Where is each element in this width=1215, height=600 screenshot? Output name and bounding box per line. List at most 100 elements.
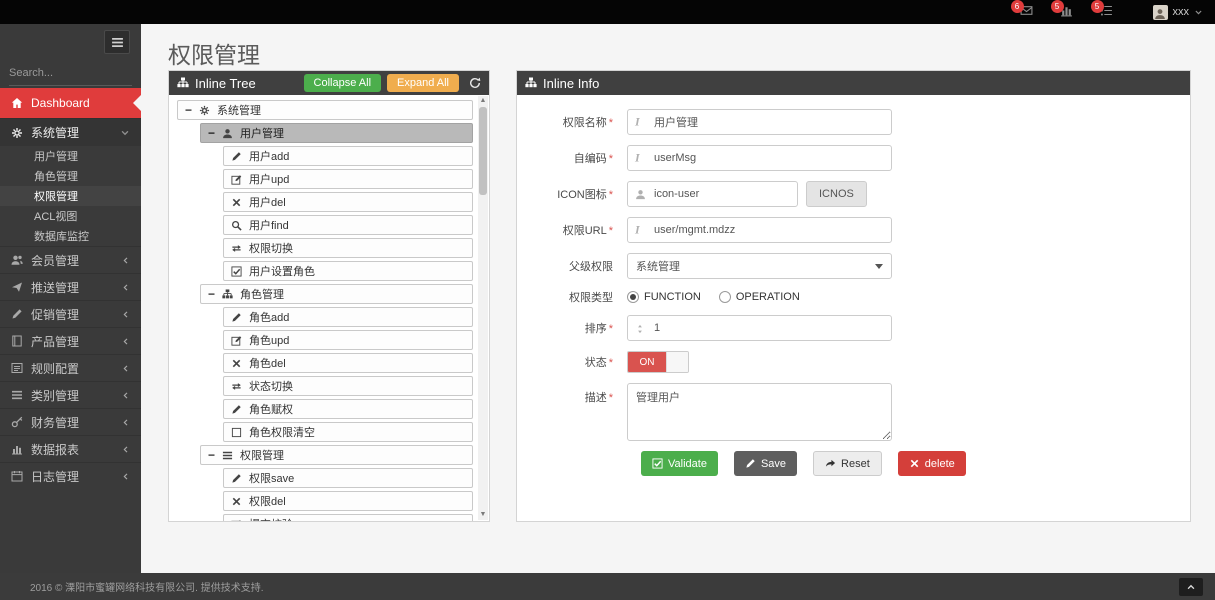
italic-icon: I — [635, 222, 640, 237]
sidebar-item[interactable]: 类别管理 — [0, 381, 141, 408]
validate-button[interactable]: Validate — [641, 451, 718, 476]
sidebar-item[interactable]: 日志管理 — [0, 462, 141, 489]
chevron-left-icon — [121, 472, 130, 481]
tree-node[interactable]: 用户upd — [223, 169, 473, 189]
sidebar-item[interactable]: 数据报表 — [0, 435, 141, 462]
tree-node[interactable]: 角色权限清空 — [223, 422, 473, 442]
parent-permission-select[interactable]: 系统管理 — [627, 253, 892, 279]
italic-icon: I — [635, 150, 640, 165]
collapse-all-button[interactable]: Collapse All — [303, 74, 382, 92]
sidebar-search — [9, 60, 151, 86]
radio-dot — [718, 291, 731, 303]
tree-panel-header: Inline Tree Collapse All Expand All — [169, 71, 489, 95]
delete-button[interactable]: delete — [897, 451, 966, 476]
sidebar-item[interactable]: 推送管理 — [0, 273, 141, 300]
tree-node-label: 用户del — [249, 197, 286, 209]
tree-node[interactable]: 用户设置角色 — [223, 261, 473, 281]
status-toggle[interactable]: ON — [627, 351, 689, 373]
tree-node[interactable]: 角色del — [223, 353, 473, 373]
tree-node[interactable]: 角色赋权 — [223, 399, 473, 419]
tree-node[interactable]: 状态切换 — [223, 376, 473, 396]
icons-picker-button[interactable]: ICNOS — [806, 181, 867, 207]
permission-url-input[interactable] — [627, 217, 892, 243]
description-textarea[interactable]: 管理用户 — [627, 383, 892, 441]
tree-node-label: 用户upd — [249, 174, 290, 186]
tree-node[interactable]: 提交校验 — [223, 514, 473, 521]
sidebar-subitem[interactable]: 权限管理 — [0, 186, 141, 206]
tree-node[interactable]: − 角色管理 — [200, 284, 473, 304]
notification-badge: 5 — [1050, 0, 1064, 13]
tree-body: − 系统管理 − 用户管理 用户add 用户upd 用户del 用户find — [169, 95, 489, 521]
collapse-node-toggle[interactable]: − — [185, 103, 193, 117]
sidebar-subitem[interactable]: ACL视图 — [34, 211, 78, 223]
tree-node[interactable]: 权限del — [223, 491, 473, 511]
tree-node[interactable]: 用户del — [223, 192, 473, 212]
main-content: 权限管理 Inline Tree Collapse All Expand All… — [141, 24, 1215, 573]
sidebar-item[interactable]: 促销管理 — [0, 300, 141, 327]
radio-dot — [627, 291, 639, 303]
collapse-node-toggle[interactable]: − — [208, 287, 216, 301]
tree-node[interactable]: − 系统管理 — [177, 100, 473, 120]
sidebar-item[interactable]: 财务管理 — [0, 408, 141, 435]
tree-scrollbar[interactable]: ▲ ▼ — [478, 96, 488, 520]
envelope-icon[interactable]: 6 — [1010, 0, 1033, 18]
sidebar-subitem[interactable]: 角色管理 — [34, 171, 78, 183]
toggle-handle[interactable] — [666, 352, 688, 372]
sidebar-subitem[interactable]: 数据库监控 — [34, 231, 89, 243]
edit-icon — [231, 174, 242, 185]
chart-icon[interactable]: 5 — [1050, 0, 1073, 18]
tree-node-label: 权限管理 — [240, 450, 285, 462]
selected-option: 系统管理 — [636, 261, 680, 273]
radio-operation[interactable]: OPERATION — [718, 291, 800, 303]
scroll-up-icon[interactable]: ▲ — [479, 97, 487, 104]
sidebar-menus: 会员管理 推送管理 促销管理 产品管理 规则配置 类别管理 财务管理 数据报表 — [0, 246, 141, 489]
tree-node-label: 用户设置角色 — [249, 266, 315, 278]
system-submenu: 用户管理角色管理权限管理 ACL视图数据库监控 — [0, 146, 141, 246]
user-menu[interactable]: xxx — [1152, 4, 1204, 20]
hamburger-menu-icon[interactable] — [104, 30, 130, 54]
search-input[interactable] — [9, 66, 151, 79]
sidebar-subitem[interactable]: 用户管理 — [34, 151, 78, 163]
icon-field-label: ICON图标 — [517, 186, 627, 202]
code-input[interactable] — [627, 145, 892, 171]
tree-node[interactable]: − 用户管理 — [200, 123, 473, 143]
back-to-top-button[interactable] — [1179, 577, 1203, 596]
chevron-left-icon — [121, 256, 130, 265]
tree-node[interactable]: 权限save — [223, 468, 473, 488]
sidebar-item[interactable]: 会员管理 — [0, 246, 141, 273]
pencil-icon — [231, 404, 242, 415]
tree-node[interactable]: 用户find — [223, 215, 473, 235]
collapse-node-toggle[interactable]: − — [208, 448, 216, 462]
scroll-down-icon[interactable]: ▼ — [479, 511, 487, 518]
edit-icon — [231, 519, 242, 522]
refresh-icon[interactable] — [469, 77, 481, 89]
chevron-left-icon — [121, 445, 130, 454]
sitemap-icon — [222, 289, 233, 300]
tree-node[interactable]: − 权限管理 — [200, 445, 473, 465]
retweet-icon — [231, 243, 242, 254]
tree-node[interactable]: 权限切换 — [223, 238, 473, 258]
share-icon — [11, 281, 23, 293]
sidebar-item[interactable]: 产品管理 — [0, 327, 141, 354]
chart-icon — [11, 443, 23, 455]
sidebar-item[interactable]: 规则配置 — [0, 354, 141, 381]
reset-button[interactable]: Reset — [813, 451, 882, 476]
info-panel-header: Inline Info — [517, 71, 1190, 95]
footer: 2016 © 溧阳市蜜罐网络科技有限公司. 提供技术支持. — [0, 573, 1215, 600]
select-caret-icon — [875, 263, 883, 269]
sidebar-item-dashboard[interactable]: Dashboard — [0, 88, 141, 118]
permission-name-input[interactable] — [627, 109, 892, 135]
list-icon[interactable]: 5 — [1090, 0, 1113, 18]
sort-order-input[interactable] — [627, 315, 892, 341]
sidebar-group-system[interactable]: 系统管理 — [0, 118, 141, 146]
radio-function[interactable]: FUNCTION — [627, 291, 701, 303]
save-button[interactable]: Save — [733, 451, 798, 476]
pencil-icon — [11, 308, 23, 320]
collapse-node-toggle[interactable]: − — [208, 126, 216, 140]
icon-input[interactable] — [627, 181, 798, 207]
tree-node[interactable]: 角色add — [223, 307, 473, 327]
tree-node[interactable]: 角色upd — [223, 330, 473, 350]
expand-all-button[interactable]: Expand All — [387, 74, 459, 92]
scrollbar-thumb[interactable] — [479, 107, 487, 195]
tree-node[interactable]: 用户add — [223, 146, 473, 166]
